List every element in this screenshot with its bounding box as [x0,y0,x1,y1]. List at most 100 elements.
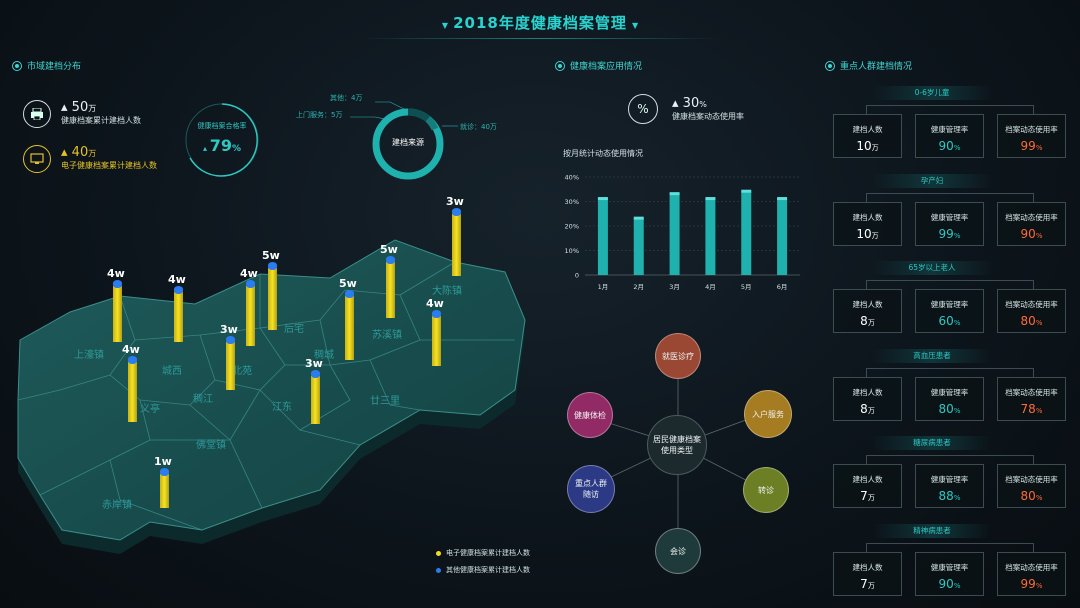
usage-type-center: 居民健康档案使用类型 [647,415,707,475]
card-value: 99% [1020,139,1043,153]
map-legend: 电子健康档案累计建档人数 其他健康档案累计建档人数 [436,548,530,575]
title-right-marker-icon: ▼ [631,21,639,30]
map-region-6: 大陈镇 [432,286,462,297]
card-value: 80% [1020,314,1043,328]
chart-bar-top [669,192,680,196]
map-region-0: 上濠镇 [74,350,104,361]
monthly-usage-bar-chart: 0 10% 20% 30% 40% 1月 2月 3月 4月 5月 6月 [565,174,800,291]
chart-xtick-label: 3月 [669,283,680,291]
group-stat-card: 建档人数 10万 [833,114,902,158]
card-label: 档案动态使用率 [1005,475,1058,484]
group-stat-card: 建档人数 7万 [833,551,902,596]
source-leader-lines [350,101,458,127]
chart-bar-top [597,197,608,201]
map-bar-cap [160,468,169,476]
chart-bar-top [633,216,644,220]
usage-stat: % ▴ 30% 健康档案动态使用率 [628,94,744,124]
usage-type-node[interactable]: 重点人群随访 [567,465,615,513]
map-region-12: 赤岸镇 [102,500,132,511]
stat-electronic-records: ▴ 40万 电子健康档案累计建档人数 [23,145,157,173]
section-title-usage: 健康档案应用情况 [555,59,642,72]
card-value: 78% [1020,401,1043,416]
card-label: 健康管理率 [930,475,969,484]
group-connector [866,455,1034,464]
map-bar-label: 1w [154,455,172,468]
usage-type-node[interactable]: 入户服务 [744,390,792,438]
map-bar-cap [345,290,354,298]
chart-bar [597,199,608,275]
monitor-icon [23,145,51,173]
card-value: 10万 [856,226,879,241]
group-connector [866,280,1034,289]
usage-type-label: 健康体检 [574,410,606,420]
source-donut-chart [372,108,444,180]
legend-dot-icon [436,567,441,573]
chart-xtick-label: 2月 [633,283,644,291]
map-bar-label: 3w [220,323,238,336]
source-label-visit: 就诊：40万 [460,123,497,131]
chart-ytick-label: 20% [565,223,579,231]
source-label-home: 上门服务：5万 [296,111,343,119]
group-stat-card: 健康管理率 88% [915,464,984,508]
map-bar [268,262,277,330]
card-label: 档案动态使用率 [1005,562,1058,572]
map-bar-cap [432,310,441,318]
usage-value: 30 [682,96,700,111]
usage-type-label: 会诊 [670,546,686,556]
city-map [17,239,526,554]
group-connector [866,542,1034,552]
group-stat-card: 健康管理率 60% [915,289,984,333]
card-value: 7万 [860,489,875,503]
group-connector [866,105,1034,114]
group-stat-card: 健康管理率 90% [915,551,984,596]
title-underline [360,38,720,39]
chart-xtick-label: 4月 [705,283,716,291]
group-connector [866,192,1034,202]
map-bar-label: 3w [305,357,323,370]
usage-type-node[interactable]: 就医诊疗 [655,333,701,379]
map-bar-label: 4w [426,297,444,310]
map-bar [452,208,461,276]
usage-type-node[interactable]: 健康体检 [567,392,613,438]
map-region-4: 稠城 [314,350,334,361]
card-label: 建档人数 [852,300,883,309]
card-value: 90% [938,576,961,591]
chart-xtick-label: 6月 [777,283,788,291]
group-stat-card: 建档人数 10万 [833,201,902,246]
chart-ytick-label: 40% [565,174,579,182]
section-bullet-icon [825,60,835,71]
group-stat-card: 档案动态使用率 99% [997,114,1066,158]
map-bar-label: 3w [446,195,464,208]
group-stat-card: 档案动态使用率 78% [997,376,1066,421]
qualified-rate-ring [185,103,259,177]
card-label: 建档人数 [852,475,883,484]
section-title-key-groups: 重点人群建档情况 [825,59,912,72]
map-region-9: 江东 [272,402,292,413]
chart-bar [777,199,788,275]
chart-ytick-label: 30% [565,198,579,206]
chart-bar-top [741,189,752,193]
usage-type-node[interactable]: 转诊 [743,467,789,513]
group-stat-card: 建档人数 7万 [833,464,902,508]
map-bar-cap [386,256,395,264]
card-value: 8万 [860,401,875,416]
usage-type-node[interactable]: 会诊 [655,528,701,574]
card-label: 健康管理率 [930,300,969,309]
chart-bar [741,191,752,275]
card-label: 档案动态使用率 [1005,387,1058,397]
map-region-2: 北苑 [232,366,252,377]
title-left-marker-icon: ▼ [441,21,449,30]
stat-total-label: 健康档案累计建档人数 [61,116,141,125]
card-value: 90% [938,139,961,153]
group-header: 0-6岁儿童 [872,86,992,100]
group-stat-card: 健康管理率 99% [915,201,984,246]
chart-bar [705,199,716,275]
card-value: 8万 [860,314,875,328]
map-bar-label: 5w [339,277,357,290]
map-bar-label: 4w [107,267,125,280]
group-header: 65岁以上老人 [872,261,992,275]
page-title: 2018年度健康档案管理 [453,14,627,32]
map-bar-cap [128,356,137,364]
map-region-8: 稠江 [193,394,213,405]
usage-type-label: 入户服务 [752,409,784,419]
